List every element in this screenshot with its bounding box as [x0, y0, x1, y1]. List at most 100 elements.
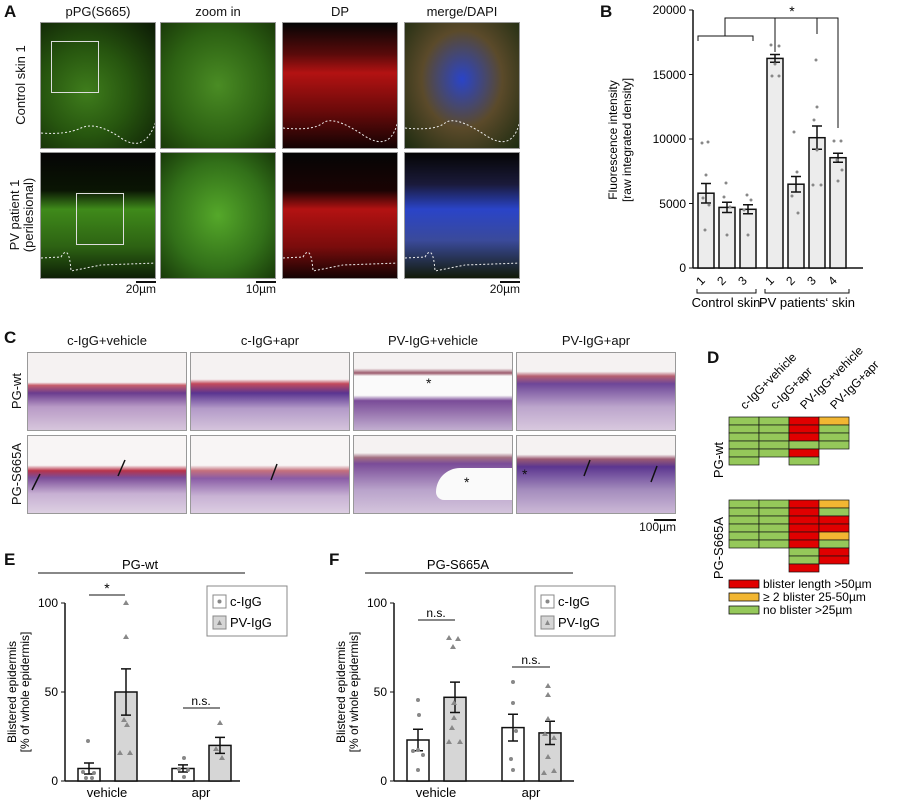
micrograph-DP-control — [282, 22, 398, 149]
significance-label: n.s. — [426, 606, 445, 620]
heatmap-cell — [788, 448, 820, 458]
significance-label: n.s. — [191, 694, 210, 708]
heatmap-cell — [818, 440, 850, 450]
heatmap-cell — [728, 523, 760, 533]
basement-membrane-line — [283, 120, 397, 143]
heatmap-row-label: PG-wt — [711, 442, 726, 479]
heatmap-cell — [788, 507, 820, 517]
panel-d-label: D — [707, 348, 720, 367]
svg-text:0: 0 — [51, 774, 58, 788]
svg-text:0: 0 — [380, 774, 387, 788]
svg-text:50: 50 — [45, 685, 59, 699]
svg-text:PV-IgG: PV-IgG — [558, 615, 600, 630]
svg-text:0: 0 — [679, 261, 686, 275]
significance-label: * — [104, 580, 110, 596]
panel-a-row-label: PV patient 1 (perilesional) — [7, 177, 36, 253]
heatmap-cell — [728, 416, 760, 426]
chart-title: PG-wt — [122, 557, 159, 572]
heatmap-cell — [728, 448, 760, 458]
arrow-icon — [583, 459, 658, 483]
histology-S665A-cIgG-apr — [190, 435, 350, 514]
significance-label: n.s. — [521, 653, 540, 667]
heatmap-row-label: PG-S665A — [711, 517, 726, 579]
heatmap-cell — [788, 432, 820, 442]
svg-text:2: 2 — [783, 273, 798, 288]
heatmap-cell — [788, 555, 820, 565]
heatmap-cell — [758, 531, 790, 541]
svg-text:1: 1 — [762, 273, 777, 288]
svg-text:[% of whole epidermis]: [% of whole epidermis] — [347, 632, 361, 753]
svg-text:15000: 15000 — [653, 68, 687, 82]
heatmap-cell — [818, 499, 850, 509]
panel-c-label: C — [4, 328, 17, 347]
histology-wt-PVIgG-apr — [516, 352, 676, 431]
histology-S665A-PVIgG-apr: * — [516, 435, 676, 514]
panel-a-col-title: pPG(S665) — [65, 4, 131, 19]
micrograph-merge-control — [404, 22, 520, 149]
bars — [406, 696, 562, 782]
panel-a-label: A — [4, 2, 17, 21]
basement-membrane-line — [405, 251, 519, 272]
svg-text:apr: apr — [522, 785, 541, 800]
panel-c-col-title: PV-IgG+vehicle — [388, 333, 478, 348]
y-ticks: 0 5000 10000 15000 20000 — [653, 3, 693, 275]
svg-text:vehicle: vehicle — [87, 785, 127, 800]
svg-text:no blister >25µm: no blister >25µm — [763, 603, 852, 617]
chart-b: Fluorescence intensity [raw integrated d… — [606, 3, 863, 310]
svg-text:5000: 5000 — [659, 197, 686, 211]
panel-a-col-title: zoom in — [195, 4, 241, 19]
svg-text:3: 3 — [735, 273, 750, 288]
heatmap-cell — [728, 424, 760, 434]
heatmap-cell — [818, 539, 850, 549]
blister-marker: * — [426, 375, 432, 391]
histology-S665A-PVIgG-vehicle: * — [353, 435, 513, 514]
heatmap-cell — [728, 456, 760, 466]
micrograph-pPG-control — [40, 22, 156, 149]
panel-a-col-title: DP — [330, 4, 350, 19]
svg-text:Blistered epidermis: Blistered epidermis — [5, 641, 19, 743]
heatmap-cell — [818, 547, 850, 557]
heatmap-cell — [758, 523, 790, 533]
panel-a-row-label: Control skin 1 — [13, 45, 28, 125]
svg-text:2: 2 — [714, 273, 729, 288]
heatmap-cell — [818, 531, 850, 541]
error-bars — [701, 53, 843, 215]
significance-star: * — [789, 3, 795, 19]
svg-text:50: 50 — [374, 685, 388, 699]
legend: c-IgG PV-IgG — [534, 585, 616, 637]
heatmap-cell — [818, 432, 850, 442]
arrow-icon — [270, 463, 278, 481]
svg-text:100: 100 — [38, 596, 58, 610]
scale-bar: 20µm — [489, 281, 520, 296]
panel-c-col-title: c-IgG+apr — [240, 333, 300, 348]
heatmap-cell — [758, 448, 790, 458]
svg-text:1: 1 — [693, 273, 708, 288]
heatmap-cell — [788, 523, 820, 533]
micrograph-pPG-PV-zoom — [160, 152, 276, 279]
svg-text:Blistered epidermis: Blistered epidermis — [334, 641, 348, 743]
panel-a-col-title: merge/DAPI — [426, 4, 498, 19]
micrograph-merge-PV — [404, 152, 520, 279]
y-axis-label: Fluorescence intensity [raw integrated d… — [606, 78, 634, 202]
heatmap-cell — [758, 440, 790, 450]
heatmap-cell — [818, 507, 850, 517]
histology-wt-cIgG-vehicle — [27, 352, 187, 431]
heatmap-cell — [788, 547, 820, 557]
svg-text:10000: 10000 — [653, 132, 687, 146]
basement-membrane-line — [41, 122, 155, 144]
heatmap-cell — [788, 539, 820, 549]
heatmap-legend: blister length >50µm ≥ 2 blister 25-50µm… — [728, 577, 872, 617]
heatmap-cell — [728, 432, 760, 442]
heatmap-cell — [788, 440, 820, 450]
group-label: Control skin — [692, 295, 761, 310]
svg-text:20000: 20000 — [653, 3, 687, 17]
svg-text:vehicle: vehicle — [416, 785, 456, 800]
micrograph-pPG-PV — [40, 152, 156, 279]
panel-c-col-title: c-IgG+vehicle — [67, 333, 147, 348]
scale-bar: 20µm — [125, 281, 156, 296]
scale-bar: 10µm — [245, 281, 276, 296]
svg-text:c-IgG: c-IgG — [230, 594, 262, 609]
heatmap-cell — [788, 424, 820, 434]
heatmap-cell — [728, 531, 760, 541]
heatmap-cell — [758, 424, 790, 434]
